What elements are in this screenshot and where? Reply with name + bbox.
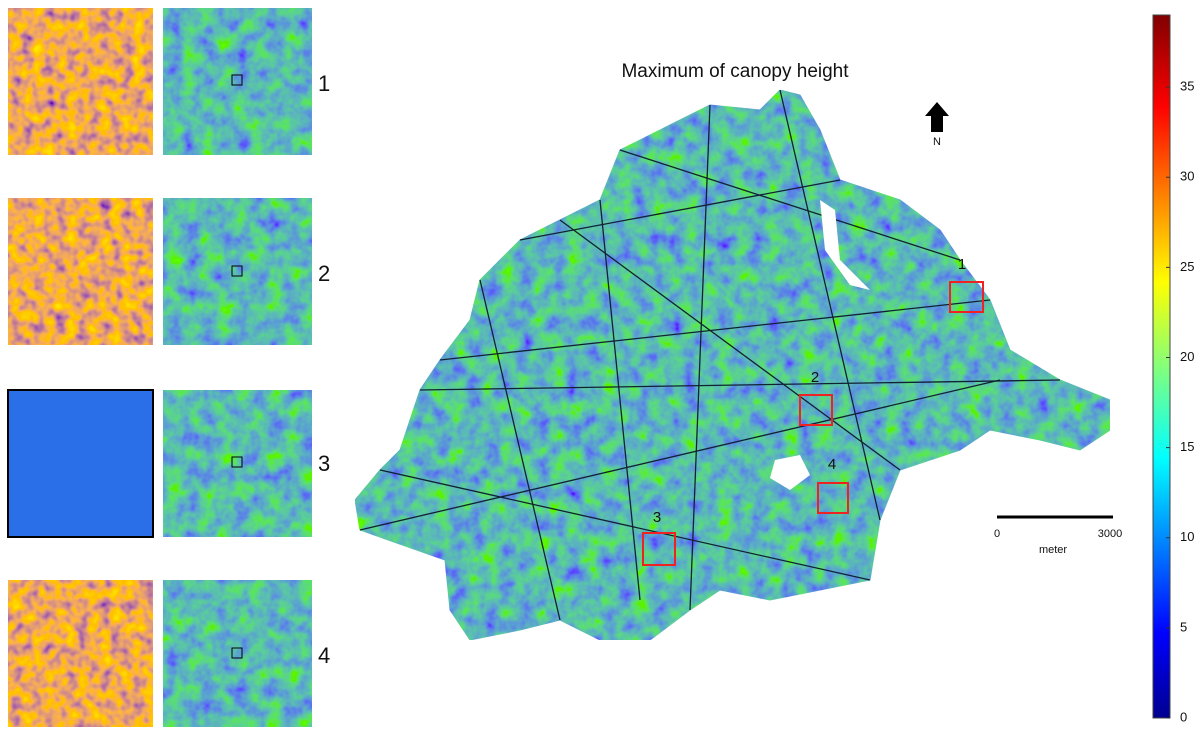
inset-zoom [7,197,154,346]
colorbar-tick-label: 35 [1180,79,1194,94]
inset-zoom [7,7,154,156]
inset-zoom [7,389,154,538]
scale-start: 0 [994,528,1000,540]
site-label: 4 [828,456,836,473]
roads [359,89,1061,621]
map-title: Maximum of canopy height [621,61,849,82]
inset-area [162,7,313,156]
inset-label: 4 [318,643,330,668]
inset-box [231,74,243,86]
site-boxes [642,281,984,566]
colorbar-tick-label: 5 [1180,619,1187,634]
lake [820,200,870,290]
colorbar-scale [1152,14,1171,719]
inset-label: 2 [318,261,330,286]
colorbar-tick-label: 20 [1180,349,1194,364]
colorbar-tick-label: 10 [1180,529,1194,544]
north-label: N [933,136,941,148]
colorbar-tick-label: 30 [1180,169,1194,184]
forest-map: 1 2 3 4 [354,89,1111,641]
colorbar-tick-label: 25 [1180,259,1194,274]
colorbar: 0 5 10 15 20 25 30 35 [1152,14,1194,724]
inset-area [162,389,313,538]
site-label: 3 [653,509,661,526]
site-label: 1 [958,256,966,273]
insets: 1 2 3 4 [7,7,330,728]
scale-unit: meter [1039,544,1067,556]
inset-label: 1 [318,71,330,96]
inset-zoom [7,579,154,728]
colorbar-tick-label: 0 [1180,709,1187,724]
inset-label: 3 [318,451,330,476]
inset-area [162,579,313,728]
lake [770,455,810,490]
north-arrow [925,102,949,132]
site-label: 2 [811,369,819,386]
inset-box [231,647,243,659]
scale-end: 3000 [1098,528,1122,540]
map-area [354,89,1111,641]
inset-box [231,456,243,468]
colorbar-tick-label: 15 [1180,439,1194,454]
inset-box [231,265,243,277]
inset-area [162,197,313,346]
